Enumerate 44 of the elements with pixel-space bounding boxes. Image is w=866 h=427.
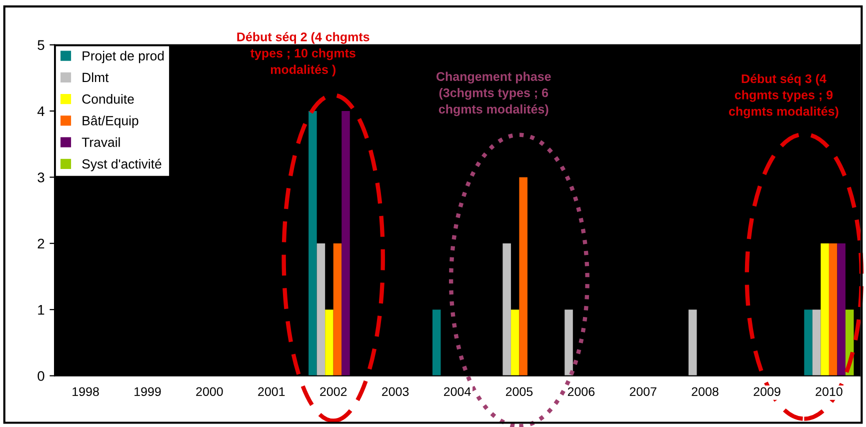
bar <box>510 310 520 376</box>
bar <box>828 243 838 376</box>
x-tick-label: 2003 <box>382 387 409 396</box>
bar <box>519 177 528 376</box>
legend-label: Bât/Equip <box>82 116 138 128</box>
bar <box>837 243 846 376</box>
y-tick-label: 4 <box>37 106 44 116</box>
x-tick-label: 2001 <box>258 387 285 396</box>
legend-label: Travail <box>82 137 120 147</box>
x-tick-label: 2002 <box>320 387 347 396</box>
x-tick-label: 2009 <box>754 387 780 396</box>
x-tick-label: 2010 <box>816 387 842 396</box>
x-tick-label: 1998 <box>72 387 99 396</box>
bar <box>820 243 829 376</box>
bar <box>804 310 812 376</box>
annotation: Début séq 3 (4 chgmts types ; 9 chgmts modalités) <box>729 74 838 118</box>
bar <box>688 310 697 376</box>
bar <box>432 310 441 376</box>
legend-label: Dlmt <box>82 72 109 82</box>
y-tick-label: 3 <box>38 172 44 182</box>
y-tick-label: 1 <box>38 305 44 315</box>
bar <box>812 310 821 376</box>
bar <box>308 111 317 376</box>
y-tick-label: 2 <box>38 238 44 248</box>
x-tick-label: 2004 <box>444 387 471 396</box>
bar <box>564 310 573 376</box>
y-tick-label: 0 <box>38 371 44 381</box>
bar <box>316 243 326 376</box>
legend-label: Syst d'activité <box>82 158 162 172</box>
bar <box>333 243 342 376</box>
annotation: Changement phase (3chgmts types ; 6 chgmts modalités) <box>436 72 551 116</box>
legend-label: Projet de prod <box>82 50 164 64</box>
x-tick-label: 2000 <box>196 387 223 396</box>
x-tick-label: 2006 <box>568 387 595 396</box>
bar <box>502 243 511 376</box>
legend-label: Conduite <box>82 94 134 104</box>
x-tick-label: 1999 <box>134 387 161 396</box>
x-tick-label: 2008 <box>692 387 718 396</box>
bar <box>342 111 350 376</box>
y-tick-label: 5 <box>38 40 44 50</box>
x-tick-label: 2007 <box>630 387 656 396</box>
bar <box>325 310 334 376</box>
annotation: Début séq 2 (4 chgmts types ; 10 chgmts modalités ) <box>237 32 370 76</box>
x-tick-label: 2005 <box>506 387 533 396</box>
